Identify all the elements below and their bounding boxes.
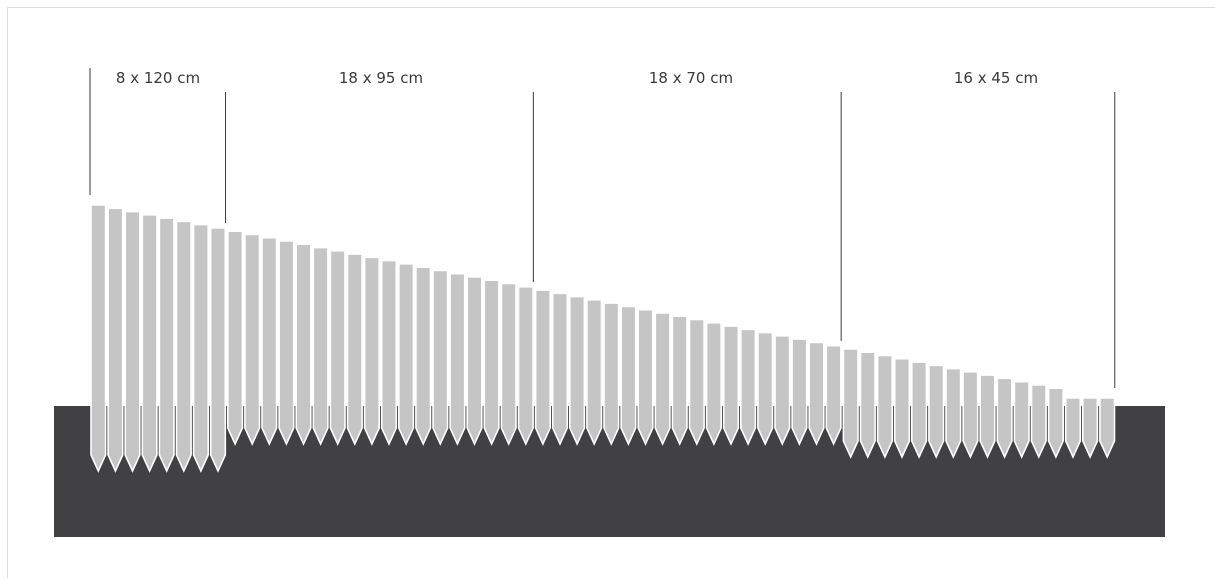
fence-post: [363, 256, 381, 446]
segment-labels: 8 x 120 cm 18 x 95 cm 18 x 70 cm 16 x 45…: [116, 69, 1038, 87]
fence-post: [346, 253, 363, 446]
fence-post: [534, 289, 552, 446]
fence-post: [910, 361, 928, 459]
fence-post: [483, 279, 500, 446]
fence-post: [808, 341, 825, 446]
fence-post: [227, 230, 244, 446]
fence-post: [244, 233, 261, 446]
fence-post: [209, 227, 227, 473]
fence-post: [466, 276, 483, 446]
fence-post: [124, 210, 141, 473]
fence-post: [380, 259, 398, 446]
fence-post: [620, 305, 637, 446]
fence-post: [312, 246, 329, 446]
fence-post: [722, 325, 740, 446]
segment-label: 16 x 45 cm: [954, 69, 1038, 87]
fence-post: [90, 204, 107, 473]
fence-post: [586, 299, 603, 446]
fence-post: [859, 351, 876, 459]
fence-post: [637, 308, 654, 446]
fence-post: [1099, 397, 1116, 459]
fence-post: [1082, 397, 1099, 459]
segment-label: 8 x 120 cm: [116, 69, 200, 87]
fence-post: [397, 263, 415, 446]
fence-post: [671, 315, 688, 446]
fence-post: [1064, 397, 1082, 459]
fence-post: [962, 371, 979, 459]
fence-post: [175, 220, 192, 473]
fence-post: [517, 285, 534, 446]
fence-post: [568, 295, 586, 446]
fence-post: [295, 243, 312, 446]
fence-post: [278, 240, 295, 446]
fence-post: [979, 374, 996, 459]
fence-post: [432, 269, 449, 446]
fence-post: [1013, 380, 1030, 459]
fence-post: [739, 328, 757, 446]
fence-post: [928, 364, 945, 459]
segment-label: 18 x 70 cm: [649, 69, 733, 87]
fence-post: [774, 335, 791, 446]
fence-post: [449, 272, 466, 446]
fence-post: [945, 367, 962, 459]
fence-post: [996, 377, 1013, 459]
fence-post: [705, 321, 723, 446]
fence-post: [791, 338, 808, 446]
fence-post: [551, 292, 569, 446]
fence-post: [1030, 384, 1047, 459]
posts-group: [90, 204, 1116, 473]
fence-post: [893, 357, 911, 459]
fence-post: [192, 223, 209, 473]
fence-post: [261, 236, 278, 446]
fence-post: [329, 249, 346, 446]
fence-post: [500, 282, 517, 446]
fence-post: [158, 217, 175, 473]
fence-post: [415, 266, 432, 446]
diagram-frame: [7, 7, 1215, 578]
fence-post: [757, 331, 774, 446]
fence-post: [603, 302, 620, 446]
segment-label: 18 x 95 cm: [339, 69, 423, 87]
fence-post: [107, 207, 124, 473]
segment-dividers: [89, 68, 1116, 388]
fence-post: [688, 318, 705, 446]
fence-post: [141, 214, 158, 473]
fence-post: [876, 354, 894, 459]
fence-post: [654, 312, 671, 446]
fence-post: [1047, 387, 1064, 459]
fence-post: [842, 348, 859, 459]
fence-post: [825, 344, 842, 446]
